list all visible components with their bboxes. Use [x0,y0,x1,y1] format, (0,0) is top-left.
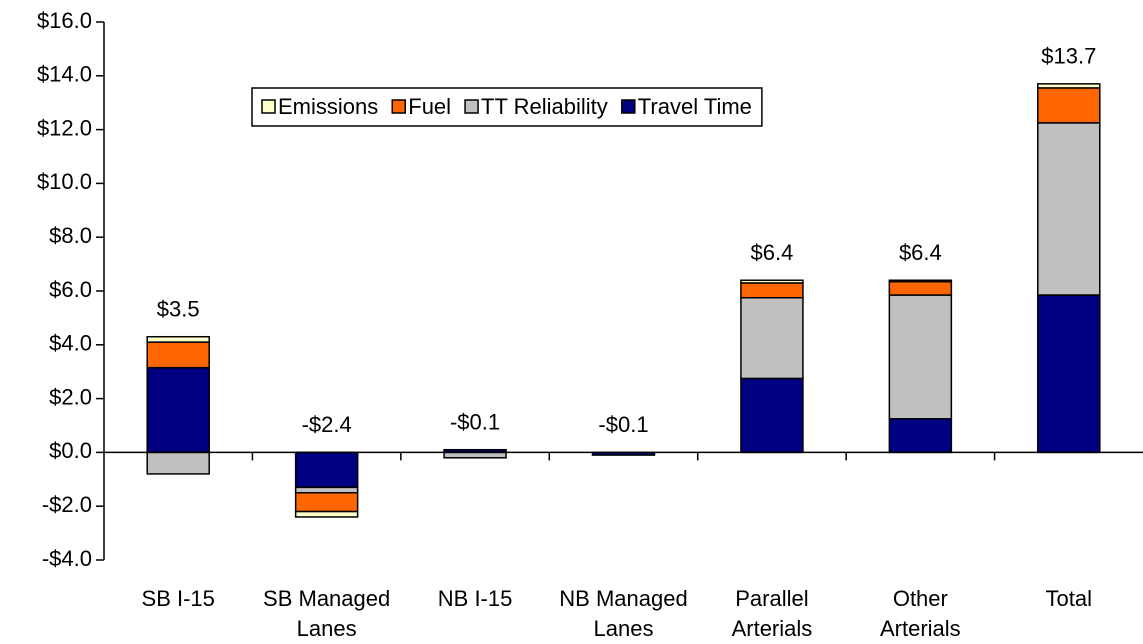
bar-segment [1037,83,1101,89]
legend-box [251,87,763,127]
bar-segment [740,296,804,380]
bar-segment [740,282,804,299]
y-tick-label: -$4.0 [42,546,92,571]
bar-segment [888,280,953,296]
y-tick-label: $14.0 [37,62,92,87]
total-label: $6.4 [899,240,942,265]
legend-label: Fuel [408,94,451,119]
legend-label: Travel Time [638,94,752,119]
bar-segment [146,366,210,454]
bar-segment [294,486,359,494]
bar-segment [888,418,953,454]
bar-segment [294,492,359,513]
bar-segment [1037,294,1101,454]
legend-label: TT Reliability [481,94,608,119]
bar-segment [146,341,210,369]
bar-segment [1037,87,1101,124]
legend-swatch [621,99,636,114]
legend-swatch [391,99,406,114]
x-tick-label: SB I-15 [142,586,215,611]
y-tick-label: $2.0 [49,384,92,409]
bar-segment [294,451,359,489]
y-tick-label: $12.0 [37,115,92,140]
x-tick-label: NB Managed Lanes [559,586,687,641]
bar-segment [888,294,953,420]
bar-segment [740,279,804,284]
bar-segment [740,377,804,454]
bar-segment [888,279,953,283]
total-label: $6.4 [751,240,794,265]
total-label: $3.5 [157,297,200,322]
bar-segment [294,510,359,518]
bar-segment [1037,122,1101,296]
y-tick-label: $8.0 [49,223,92,248]
y-tick-label: $6.0 [49,277,92,302]
y-tick-label: $4.0 [49,331,92,356]
y-tick-label: $16.0 [37,8,92,33]
total-label: -$0.1 [450,410,500,435]
y-tick-label: $10.0 [37,169,92,194]
x-tick-label: Total [1046,586,1092,611]
total-label: $13.7 [1041,44,1096,69]
legend-swatch [261,99,276,114]
bar-segment [146,451,210,475]
total-label: -$0.1 [598,412,648,437]
x-tick-label: SB Managed Lanes [263,586,390,641]
legend-label: Emissions [278,94,378,119]
x-tick-label: NB I-15 [438,586,513,611]
y-tick-label: -$2.0 [42,492,92,517]
x-tick-label: Other Arterials [880,586,961,641]
y-tick-label: $0.0 [49,438,92,463]
bar-segment [146,335,210,343]
legend-swatch [464,99,479,114]
x-tick-label: Parallel Arterials [732,586,813,641]
bar-segment [443,451,507,459]
total-label: -$2.4 [302,412,352,437]
